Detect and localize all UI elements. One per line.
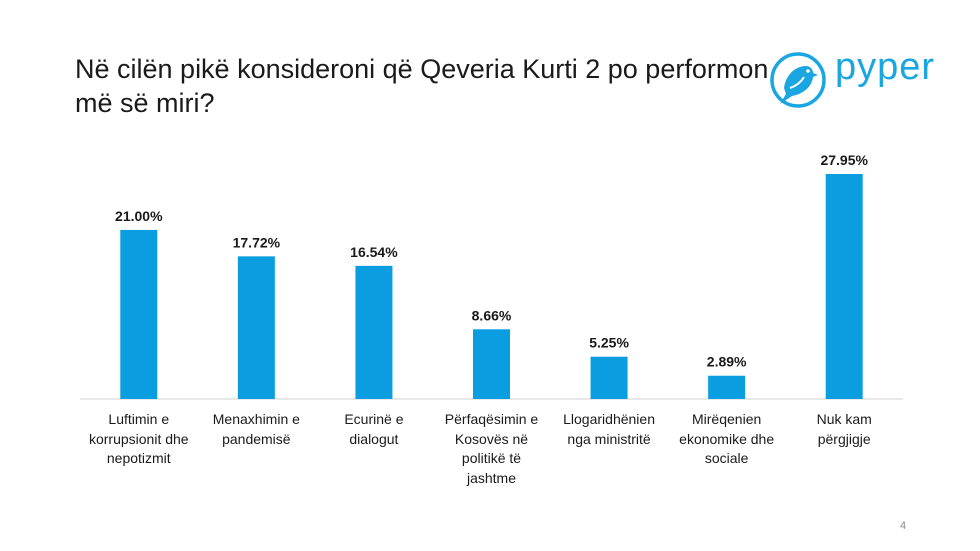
page-number: 4 (900, 520, 907, 532)
logo-text: pyper (835, 46, 936, 88)
bar-7 (825, 174, 863, 399)
bar-3 (355, 265, 393, 399)
data-label-4: 8.66% (472, 307, 512, 323)
bar-2 (237, 256, 275, 399)
data-label-2: 17.72% (233, 234, 281, 250)
data-label-1: 21.00% (115, 208, 163, 224)
category-label-line: përgjigje (817, 430, 871, 447)
category-label-line: Menaxhimin e (212, 411, 300, 427)
bar-5 (590, 356, 628, 399)
category-label-7: Nuk kam përgjigje (788, 410, 900, 449)
category-label-4: Përfaqësimin e Kosovës në politikë të jasht… (436, 410, 548, 488)
data-label-3: 16.54% (350, 244, 398, 260)
category-label-line: Përfaqësimin e (444, 411, 539, 427)
bar-1 (120, 229, 158, 399)
chart-title: Në cilën pikë konsideroni që Qeveria Kur… (75, 52, 775, 120)
bar-6 (708, 375, 746, 399)
pyper-logo: pyper (768, 44, 948, 114)
data-label-6: 2.89% (707, 354, 747, 370)
category-label-line: Kosovës në (454, 430, 529, 447)
category-label-3: Ecurinë e dialogut (318, 410, 430, 449)
category-label-line: Mirëqenien (692, 411, 762, 427)
title-line-2: më së miri? (75, 88, 215, 118)
category-label-line: korrupsionit dhe (88, 430, 189, 447)
category-label-5: Llogaridhënien nga ministritë (553, 410, 665, 449)
category-label-line: pandemisë (222, 430, 291, 447)
category-label-6: Mirëqenien ekonomike dhe sociale (671, 410, 783, 469)
category-label-line: nga ministritë (567, 430, 651, 447)
category-label-2: Menaxhimin e pandemisë (200, 410, 312, 449)
category-label-line: Luftimin e (108, 411, 170, 427)
title-line-1: Në cilën pikë konsideroni që Qeveria Kur… (75, 54, 769, 84)
category-label-1: Luftimin e korrupsionit dhe nepotizmit (83, 410, 195, 469)
category-label-line: nepotizmit (106, 450, 171, 466)
category-label-line: ekonomike dhe (679, 430, 775, 447)
category-label-line: politikë të (461, 450, 522, 466)
category-label-line: jashtme (466, 469, 517, 486)
data-label-7: 27.95% (820, 152, 868, 168)
category-label-line: Nuk kam (816, 411, 872, 427)
data-label-5: 5.25% (589, 335, 629, 351)
category-label-line: Ecurinë e (344, 411, 404, 427)
category-label-line: dialogut (349, 430, 399, 447)
bird-logo-icon (770, 52, 826, 108)
category-label-line: Llogaridhënien (563, 411, 655, 427)
bar-4 (473, 329, 510, 399)
category-label-line: sociale (704, 450, 749, 466)
